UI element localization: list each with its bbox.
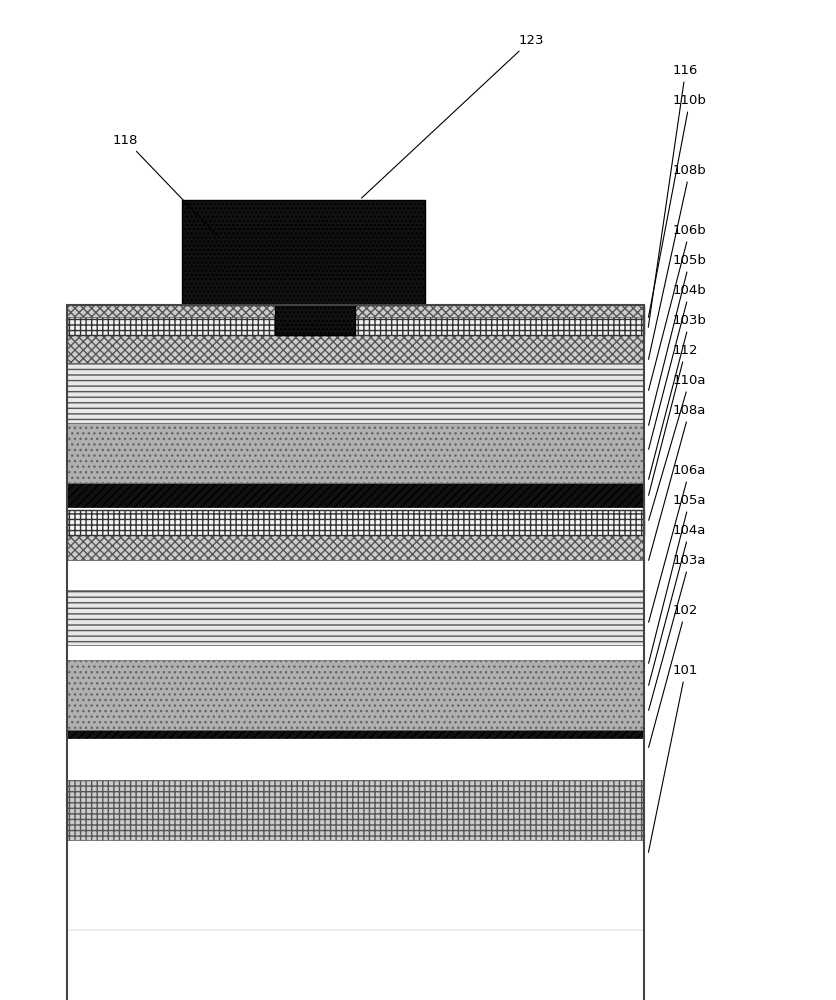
Text: 103b: 103b <box>649 314 707 479</box>
Bar <box>67 433 644 443</box>
Bar <box>67 535 644 560</box>
Text: 104a: 104a <box>649 524 706 685</box>
Bar <box>67 305 644 335</box>
Bar <box>67 335 644 363</box>
Text: 106a: 106a <box>649 464 706 622</box>
Text: 101: 101 <box>649 664 698 852</box>
Bar <box>67 305 644 1000</box>
Bar <box>67 930 644 1000</box>
Text: 123: 123 <box>361 33 544 198</box>
Bar <box>67 510 644 535</box>
Text: 105b: 105b <box>649 253 707 425</box>
Bar <box>274 305 355 335</box>
Text: 108b: 108b <box>649 163 706 359</box>
Text: 118: 118 <box>113 133 220 238</box>
Bar <box>67 305 644 317</box>
Text: 110a: 110a <box>649 373 706 520</box>
Bar <box>182 200 425 305</box>
Text: 102: 102 <box>649 603 698 747</box>
Bar <box>67 720 644 735</box>
Text: 106b: 106b <box>649 224 706 390</box>
Bar <box>67 423 644 483</box>
Bar <box>67 705 644 738</box>
Text: 110b: 110b <box>649 94 707 317</box>
Text: 112: 112 <box>649 344 699 495</box>
Bar <box>67 672 644 684</box>
Text: 103a: 103a <box>649 554 706 710</box>
Bar <box>67 363 644 423</box>
Bar <box>67 470 644 507</box>
Bar <box>67 780 644 840</box>
Bar <box>67 660 644 730</box>
Text: 105a: 105a <box>649 493 706 663</box>
Bar <box>67 485 644 500</box>
Text: 116: 116 <box>648 64 698 327</box>
Text: 104b: 104b <box>649 284 706 449</box>
Bar <box>67 590 644 645</box>
Text: 108a: 108a <box>649 403 706 560</box>
